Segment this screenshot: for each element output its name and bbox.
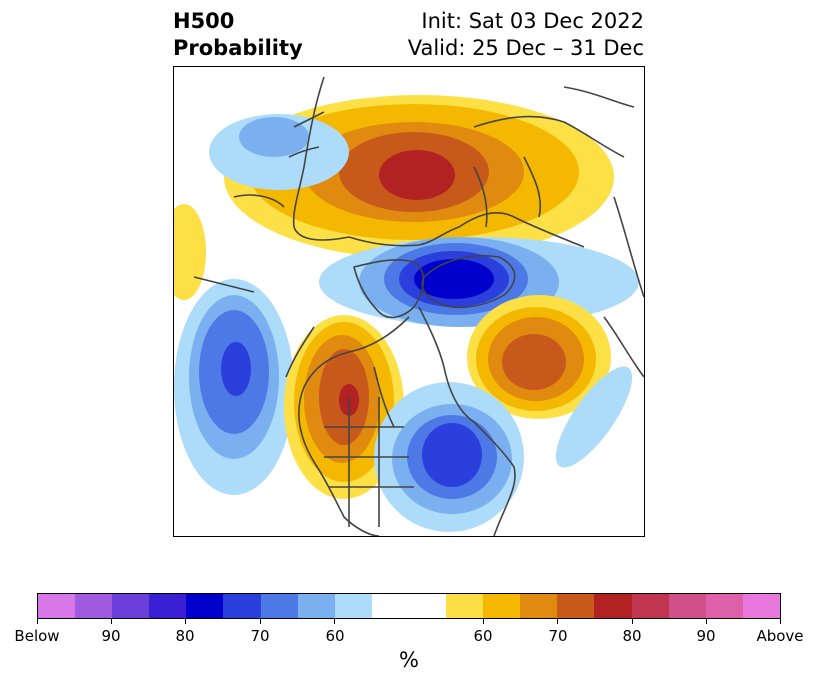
anomaly-arctic-low: [319, 237, 639, 327]
colorbar-swatch: [371, 594, 409, 618]
tick-below-80: 80: [175, 627, 195, 645]
colorbar-swatch: [557, 594, 595, 618]
tickmark: [706, 619, 707, 624]
tickmark: [780, 619, 781, 624]
tick-below: Below: [14, 627, 60, 645]
tick-above-80: 80: [622, 627, 642, 645]
tick-above-90: 90: [696, 627, 716, 645]
colorbar-swatch: [408, 594, 447, 618]
title-line-1: H500: [173, 9, 235, 33]
colorbar-swatch: [186, 594, 224, 618]
colorbar-swatch: [742, 594, 780, 618]
anomaly-edge-high: [174, 204, 206, 300]
tickmark: [260, 619, 261, 624]
anomaly-west-america-high: [284, 315, 404, 499]
probability-map: [173, 66, 645, 537]
title-line-2: Probability: [173, 36, 303, 60]
tickmark: [334, 619, 335, 624]
colorbar-swatch: [112, 594, 150, 618]
colorbar-swatch: [38, 594, 76, 618]
colorbar-swatch: [297, 594, 335, 618]
colorbar: [37, 593, 781, 619]
colorbar-swatch: [705, 594, 743, 618]
date-info: Init: Sat 03 Dec 2022 Valid: 25 Dec – 31…: [408, 8, 644, 62]
colorbar-swatch: [75, 594, 113, 618]
init-date: Init: Sat 03 Dec 2022: [421, 9, 644, 33]
coastlines: [193, 76, 644, 536]
anomaly-pacific-low: [174, 279, 294, 495]
colorbar-swatch: [520, 594, 558, 618]
tick-below-60: 60: [325, 627, 345, 645]
colorbar-swatch: [260, 594, 298, 618]
map-canvas: [174, 76, 644, 536]
tick-above-60: 60: [473, 627, 493, 645]
colorbar-swatch: [446, 594, 484, 618]
colorbar-swatch: [668, 594, 706, 618]
tickmark: [185, 619, 186, 624]
tick-above-70: 70: [548, 627, 568, 645]
colorbar-swatch: [334, 594, 372, 618]
chart-title: H500 Probability: [173, 8, 303, 62]
tickmark: [483, 619, 484, 624]
valid-date: Valid: 25 Dec – 31 Dec: [407, 36, 644, 60]
anomaly-east-america-low: [374, 382, 524, 532]
tickmark: [111, 619, 112, 624]
tickmark: [37, 619, 38, 624]
tickmark: [632, 619, 633, 624]
colorbar-swatch: [594, 594, 632, 618]
anomaly-atlantic-high: [467, 295, 611, 419]
colorbar-swatch: [631, 594, 669, 618]
tick-below-70: 70: [250, 627, 270, 645]
colorbar-swatch: [223, 594, 261, 618]
tickmark: [557, 619, 558, 624]
tick-above: Above: [756, 627, 804, 645]
anomaly-atlantic-strip: [555, 366, 633, 468]
tick-below-90: 90: [101, 627, 121, 645]
units-label: %: [399, 648, 419, 672]
anomaly-atlantic-low-west: [209, 114, 349, 190]
colorbar-swatch: [149, 594, 187, 618]
colorbar-swatch: [483, 594, 521, 618]
